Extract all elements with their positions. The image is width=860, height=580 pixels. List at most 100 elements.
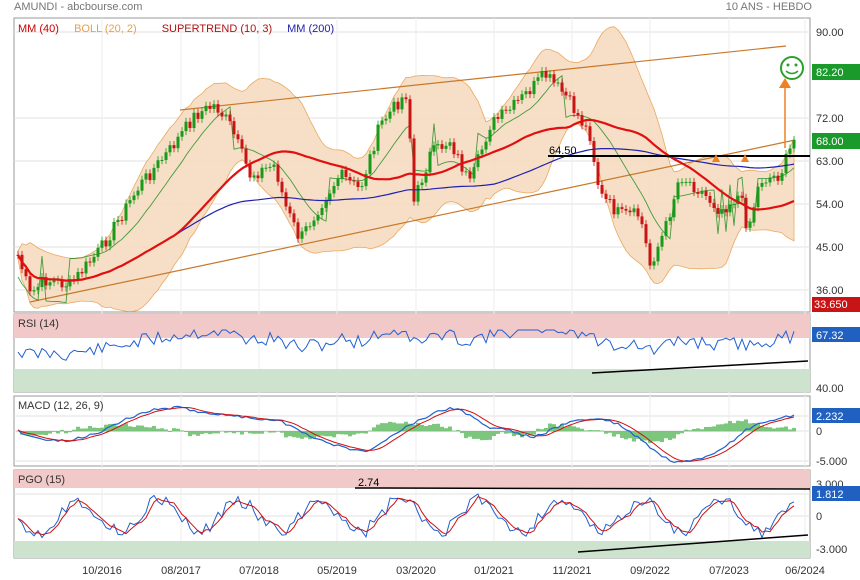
price-tick-label: 45.00	[816, 242, 844, 254]
price-candle	[672, 199, 676, 218]
price-candle	[312, 220, 316, 227]
macd-histogram-bar	[292, 431, 296, 438]
macd-histogram-bar	[128, 426, 132, 432]
price-candle	[288, 206, 292, 214]
macd-histogram-bar	[40, 431, 44, 435]
legend-item: BOLL (20, 2)	[74, 23, 137, 35]
macd-histogram-bar	[436, 423, 440, 432]
macd-histogram-bar	[68, 431, 72, 433]
macd-histogram-bar	[88, 425, 92, 432]
x-axis-label: 09/2022	[630, 565, 670, 577]
smiley-eye	[794, 63, 798, 67]
price-candle	[136, 190, 140, 196]
macd-histogram-bar	[152, 425, 156, 432]
price-candle	[120, 219, 124, 221]
price-candle	[492, 117, 496, 130]
x-axis-label: 08/2017	[161, 565, 201, 577]
price-candle	[780, 173, 784, 181]
price-candle	[220, 112, 224, 117]
price-candle	[756, 186, 760, 208]
price-candle	[484, 141, 488, 150]
macd-histogram-bar	[732, 423, 736, 432]
price-candle	[112, 221, 116, 241]
channel-lower-line	[29, 139, 796, 303]
price-candle	[524, 91, 528, 95]
macd-histogram-bar	[132, 426, 136, 432]
macd-histogram-bar	[92, 427, 96, 432]
macd-histogram-bar	[160, 428, 164, 432]
macd-line	[17, 405, 795, 464]
macd-signal-line	[17, 406, 795, 462]
macd-histogram-bar	[640, 431, 644, 441]
macd-histogram-bar	[480, 431, 484, 441]
macd-histogram-bar	[304, 431, 308, 438]
macd-histogram-bar	[256, 431, 260, 434]
macd-histogram-bar	[568, 425, 572, 432]
price-candle	[540, 71, 544, 78]
price-candle	[332, 185, 336, 194]
macd-histogram-bar	[756, 423, 760, 432]
pgo-signal-line	[17, 496, 795, 536]
price-candle	[496, 117, 500, 119]
macd-histogram-bar	[144, 427, 148, 432]
price-candle	[404, 97, 408, 100]
macd-histogram-bar	[580, 428, 584, 432]
price-tick-label: 63.00	[816, 156, 844, 168]
macd-histogram-bar	[232, 431, 236, 434]
macd-histogram-bar	[680, 431, 684, 434]
macd-histogram-bar	[116, 425, 120, 432]
x-axis-label: 01/2021	[474, 565, 514, 577]
price-candle	[64, 286, 68, 288]
rsi-value-label: 67.32	[816, 330, 844, 342]
macd-histogram-bar	[164, 429, 168, 432]
macd-histogram-bar	[284, 431, 288, 438]
rsi-overbought-zone	[14, 314, 810, 338]
macd-histogram-bar	[604, 431, 608, 434]
x-axis-label: 03/2020	[396, 565, 436, 577]
macd-histogram-bar	[596, 430, 600, 432]
macd-histogram-bar	[396, 423, 400, 432]
rsi-oversold-zone	[14, 369, 810, 392]
price-candle	[308, 226, 312, 228]
macd-histogram-bar	[316, 431, 320, 437]
price-candle	[708, 195, 712, 203]
macd-histogram-bar	[412, 424, 416, 432]
price-candle	[456, 154, 460, 156]
price-candle	[164, 152, 168, 160]
price-candle	[716, 208, 720, 214]
macd-histogram-bar	[652, 431, 656, 442]
price-candle	[652, 261, 656, 266]
macd-histogram-bar	[384, 423, 388, 432]
macd-histogram-bar	[712, 426, 716, 432]
price-candle	[596, 162, 600, 185]
macd-histogram-bar	[408, 423, 412, 432]
macd-histogram-bar	[184, 431, 188, 433]
macd-histogram-bar	[288, 431, 292, 437]
price-candle	[424, 172, 428, 183]
macd-histogram-bar	[644, 431, 648, 441]
x-axis-label: 07/2023	[709, 565, 749, 577]
signal-arrow	[741, 154, 749, 162]
macd-histogram-bar	[440, 426, 444, 432]
price-candle	[560, 82, 564, 92]
macd-histogram-bar	[772, 428, 776, 432]
macd-histogram-bar	[676, 431, 680, 435]
legend-item: MM (40)	[18, 23, 59, 35]
price-candle	[508, 109, 512, 111]
macd-histogram-bar	[576, 427, 580, 432]
price-candle	[180, 131, 184, 137]
macd-histogram-bar	[216, 431, 220, 434]
target-arrowhead	[779, 78, 791, 88]
macd-histogram-bar	[320, 431, 324, 436]
price-candle	[772, 175, 776, 178]
macd-histogram-bar	[136, 425, 140, 432]
price-candle	[340, 169, 344, 179]
macd-histogram-bar	[700, 429, 704, 432]
macd-histogram-bar	[56, 431, 60, 434]
price-candle	[316, 215, 320, 221]
price-candle	[684, 181, 688, 183]
smiley-mouth	[785, 70, 799, 75]
price-candle	[544, 71, 548, 78]
macd-histogram-bar	[100, 427, 104, 432]
last-price-badge	[812, 133, 860, 149]
